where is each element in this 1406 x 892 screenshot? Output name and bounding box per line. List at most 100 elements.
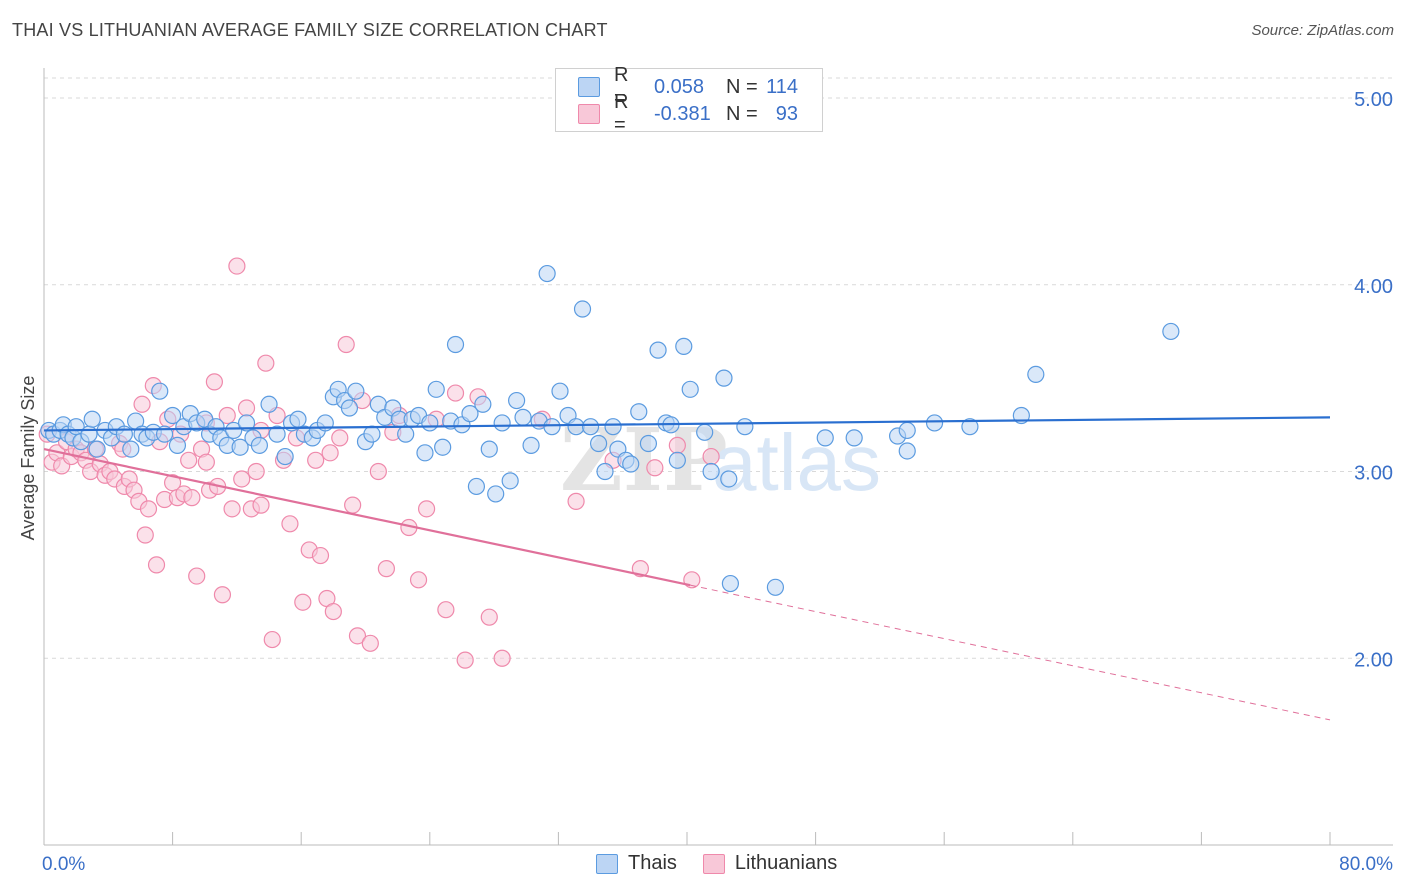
lithuanians-point: [369, 462, 387, 481]
lithuanians-point: [133, 395, 151, 413]
thais-point: [268, 425, 286, 443]
lithuanians-point: [205, 373, 223, 391]
lithuanians-point: [252, 496, 270, 514]
thais-point: [675, 337, 693, 355]
lithuanians-point: [377, 560, 395, 578]
thais-point: [649, 341, 667, 359]
lithuanians-legend-swatch: [702, 853, 725, 874]
thais-point: [898, 421, 916, 440]
lithuanians-point: [218, 406, 236, 425]
lithuanians-point: [247, 462, 265, 481]
lithuanians-point: [213, 586, 232, 604]
lithuanians-point: [409, 571, 428, 589]
lithuanians-point: [337, 335, 355, 354]
n-label: N =: [726, 75, 758, 98]
lithuanians-point: [702, 447, 720, 466]
lithuanians-point: [324, 602, 342, 621]
thais-point: [480, 440, 498, 458]
thais-point: [446, 335, 465, 354]
lithuanians-point: [228, 257, 246, 275]
thais-point: [168, 436, 187, 454]
thais-points: [40, 264, 1180, 596]
thais-point: [925, 414, 944, 432]
thais-point: [581, 418, 600, 436]
thais-legend-swatch: [596, 853, 618, 874]
thais-point: [88, 440, 106, 458]
lithuanians-point: [139, 500, 158, 518]
thais-point: [461, 405, 479, 423]
lithuanians-swatch: [578, 104, 600, 124]
lithuanians-point: [567, 492, 585, 510]
thais-point: [715, 369, 733, 387]
thais-point: [421, 414, 439, 432]
thais-point: [681, 380, 699, 398]
legend-row-thais: R = 0.058 N = 114: [578, 64, 798, 109]
thais-point: [538, 264, 556, 283]
thais-point: [225, 421, 243, 440]
thais-point: [630, 403, 648, 421]
thais-point: [702, 462, 720, 481]
y-tick-label: 5.00: [1354, 89, 1393, 111]
lithuanians-point: [480, 608, 498, 626]
lithuanians-point: [147, 556, 166, 574]
thais-point: [514, 408, 532, 426]
thais-point: [639, 434, 658, 453]
thais-point: [237, 414, 256, 432]
lithuanians-point: [331, 429, 349, 447]
thais-point: [487, 485, 505, 503]
lithuanians-trend-extension: [690, 584, 1331, 721]
thais-point: [596, 462, 614, 481]
thais-point: [397, 425, 415, 443]
source-label: Source: ZipAtlas.com: [1251, 22, 1394, 39]
thais-point: [83, 410, 101, 428]
thais-point: [961, 418, 979, 436]
lithuanians-point: [361, 634, 379, 652]
lithuanians-point: [311, 546, 330, 565]
lithuanians-point: [668, 436, 686, 454]
lithuanians-points: [38, 257, 720, 669]
x-tick-label-max: 80.0%: [1339, 854, 1393, 875]
lithuanians-point: [136, 526, 154, 544]
thais-point: [589, 434, 608, 453]
lithuanians-point: [631, 560, 649, 578]
legend-item-thais[interactable]: Thais: [596, 852, 677, 875]
thais-point: [508, 391, 526, 410]
thais-point: [467, 477, 486, 496]
lithuanians-point: [188, 567, 206, 585]
n-label: N =: [726, 102, 758, 125]
stats-legend: R = 0.058 N = 114 R = -0.381 N = 93: [555, 64, 823, 136]
thais-point: [522, 436, 540, 454]
thais-point: [474, 395, 492, 413]
thais-point: [766, 578, 785, 596]
thais-point: [501, 472, 519, 490]
lithuanians-point: [437, 601, 455, 619]
thais-point: [543, 418, 561, 436]
thais-point: [260, 395, 278, 413]
y-tick-label: 4.00: [1354, 276, 1393, 298]
chart-title: THAI VS LITHUANIAN AVERAGE FAMILY SIZE C…: [12, 20, 608, 40]
lithuanians-point: [307, 451, 325, 469]
r-label: R =: [614, 64, 629, 109]
thais-point: [231, 438, 249, 456]
y-tick-label: 3.00: [1354, 463, 1393, 485]
legend-item-lithuanians[interactable]: Lithuanians: [702, 852, 837, 875]
y-tick-label: 2.00: [1354, 649, 1393, 671]
lithuanians-point: [446, 384, 465, 402]
lithuanians-point: [233, 470, 251, 488]
thais-legend-label: Thais: [628, 852, 677, 874]
thais-point: [573, 300, 592, 318]
lithuanians-point: [456, 651, 474, 669]
y-axis-title: Average Family Size: [18, 376, 38, 541]
r-label: R =: [614, 91, 629, 136]
grid-lines: [44, 77, 1393, 659]
lithuanians-point: [180, 451, 198, 469]
thais-point: [427, 380, 445, 398]
thais-point: [668, 451, 686, 469]
x-tick-label-min: 0.0%: [42, 854, 85, 875]
thais-point: [250, 436, 269, 454]
thais-trend-line: [43, 416, 1331, 432]
lithuanians-point: [223, 500, 241, 518]
r-value: -0.381: [654, 102, 711, 125]
lithuanians-trend-line: [43, 448, 691, 587]
